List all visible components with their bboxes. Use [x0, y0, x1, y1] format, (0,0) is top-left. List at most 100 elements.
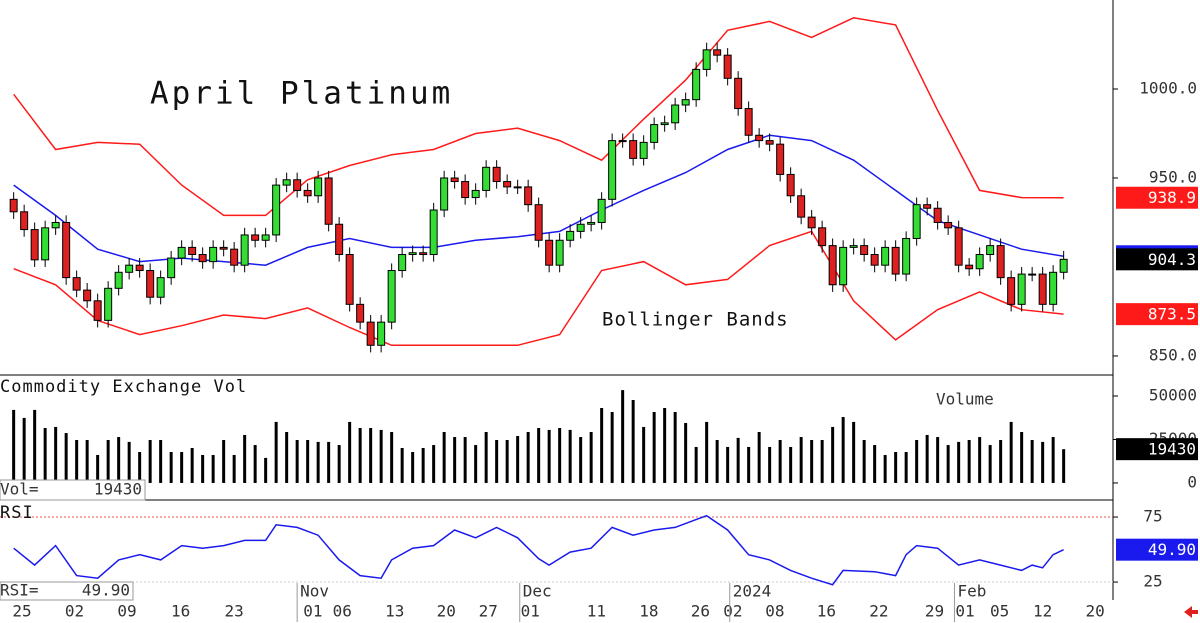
candle-body — [1028, 273, 1037, 276]
candle-body — [566, 230, 575, 241]
annotation: Bollinger Bands — [602, 309, 789, 331]
y-tick-label: 850.0 — [1149, 345, 1197, 364]
scroll-arrow[interactable] — [1184, 606, 1198, 618]
candle-body — [975, 254, 984, 270]
volume-bar — [589, 432, 593, 483]
volume-bar — [757, 432, 761, 483]
candle-body — [734, 77, 743, 110]
candle-body — [797, 195, 806, 218]
value-box-label: 938.9 — [1148, 188, 1196, 207]
y-tick-label: 50000 — [1149, 386, 1197, 405]
volume-bar — [652, 412, 656, 483]
volume-bar — [96, 454, 100, 483]
candle-body — [492, 166, 501, 183]
x-tick-label: 13 — [385, 602, 404, 621]
x-tick-label: 26 — [691, 602, 710, 621]
volume-bar — [831, 426, 835, 483]
volume-bar — [442, 432, 446, 483]
candle-body — [450, 177, 459, 183]
x-tick-label: 02 — [65, 602, 84, 621]
volume-bar — [768, 446, 772, 483]
volume-bar — [915, 440, 919, 483]
volume-bar — [957, 441, 961, 483]
x-tick-label: 22 — [869, 602, 888, 621]
candle-body — [702, 49, 711, 70]
annotation: Volume — [936, 390, 994, 409]
y-tick-label: 1000.0 — [1139, 78, 1197, 97]
volume-bar — [306, 440, 310, 483]
volume-bar — [274, 421, 278, 483]
candle-body — [471, 189, 480, 199]
candle-body — [324, 177, 333, 225]
candle-body — [377, 321, 386, 346]
candle-body — [135, 264, 144, 272]
candle-body — [807, 216, 816, 229]
readout-label: RSI= — [0, 581, 39, 600]
volume-bar — [936, 437, 940, 483]
volume-bar — [253, 445, 257, 483]
volume-bar — [1041, 441, 1045, 483]
y-tick-label: 0 — [1187, 472, 1197, 491]
candle-body — [744, 108, 753, 136]
volume-bar — [736, 437, 740, 483]
candle-body — [1049, 271, 1058, 305]
candle-body — [408, 252, 417, 256]
volume-bar — [75, 440, 79, 483]
volume-bar — [379, 429, 383, 483]
candle-body — [576, 223, 585, 232]
volume-bar — [12, 409, 16, 483]
candle-body — [9, 198, 18, 213]
value-box-label: 873.5 — [1148, 305, 1196, 324]
candle-body — [209, 246, 218, 263]
volume-bar — [232, 454, 236, 483]
month-label: 2024 — [733, 582, 772, 601]
volume-bar — [64, 433, 68, 483]
x-tick-label: 08 — [765, 602, 784, 621]
candle-body — [282, 179, 291, 186]
candle-body — [419, 252, 428, 256]
candle-body — [713, 49, 722, 56]
candle-body — [20, 211, 29, 231]
volume-bar — [106, 440, 110, 483]
y-tick-label: 950.0 — [1149, 167, 1197, 186]
candle-body — [923, 204, 932, 209]
candle-body — [146, 270, 155, 298]
candle-body — [387, 270, 396, 323]
volume-bar — [810, 440, 814, 483]
candle-body — [51, 221, 60, 229]
volume-bar — [411, 452, 415, 483]
volume-bar — [201, 454, 205, 483]
volume-bar — [642, 426, 646, 483]
x-tick-label: 01 — [303, 602, 322, 621]
volume-bar — [925, 434, 929, 483]
volume-bar — [1009, 421, 1013, 483]
volume-bar — [1062, 449, 1066, 483]
candle-body — [1007, 277, 1016, 305]
volume-bar — [631, 400, 635, 483]
candle-body — [597, 198, 606, 223]
volume-bar — [610, 412, 614, 483]
volume-bar — [54, 426, 58, 483]
readout-value: 19430 — [94, 480, 142, 499]
candle-body — [671, 104, 680, 124]
volume-bar — [1030, 440, 1034, 483]
volume-bar — [726, 446, 730, 483]
volume-bar — [390, 432, 394, 483]
candle-body — [293, 179, 302, 191]
candle-body — [881, 246, 890, 266]
volume-bar — [421, 448, 425, 483]
candle-body — [555, 239, 564, 266]
candle-body — [398, 254, 407, 272]
candle-body — [818, 227, 827, 247]
candle-body — [93, 300, 102, 321]
readout-label: Vol= — [0, 480, 39, 499]
y-tick-label: 25 — [1143, 572, 1162, 591]
candle-body — [618, 140, 627, 143]
candle-body — [587, 221, 596, 225]
candle-body — [366, 321, 375, 346]
volume-bar — [463, 437, 467, 483]
x-tick-label: 02 — [723, 602, 742, 621]
candle-body — [765, 140, 774, 145]
volume-bar — [453, 437, 457, 483]
